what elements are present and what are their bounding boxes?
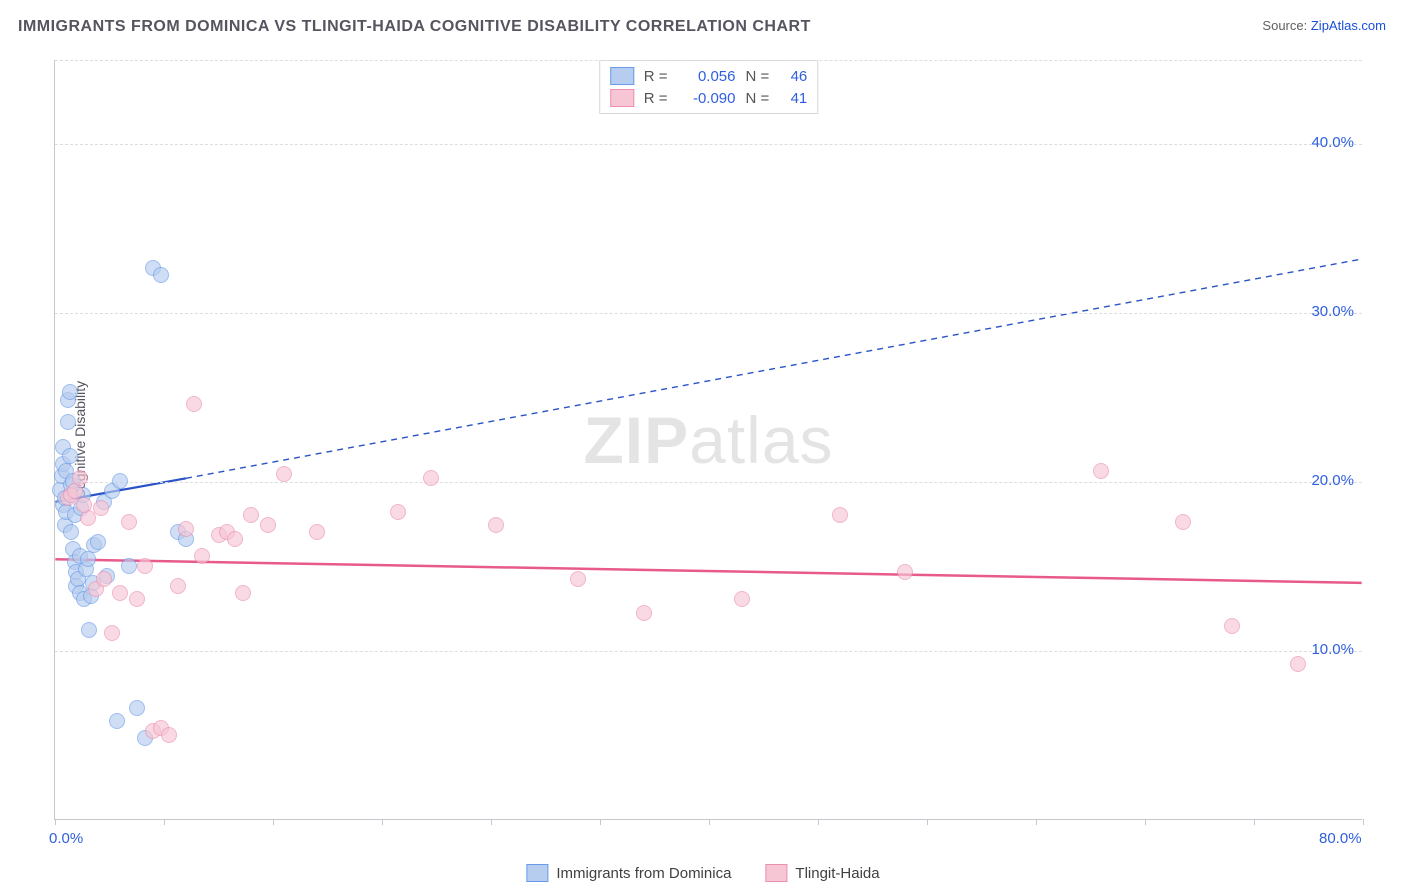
scatter-plot: Cognitive Disability ZIPatlas R =0.056N … — [54, 60, 1362, 820]
scatter-point — [235, 585, 251, 601]
legend-r-value: -0.090 — [678, 90, 736, 107]
x-tick — [1145, 819, 1146, 825]
y-axis-label: 10.0% — [1311, 641, 1354, 658]
x-tick — [709, 819, 710, 825]
x-tick — [1254, 819, 1255, 825]
scatter-point — [194, 548, 210, 564]
x-tick — [273, 819, 274, 825]
scatter-point — [137, 558, 153, 574]
x-tick — [491, 819, 492, 825]
chart-header: IMMIGRANTS FROM DOMINICA VS TLINGIT-HAID… — [18, 18, 1386, 36]
gridline-h — [55, 313, 1362, 314]
x-tick — [382, 819, 383, 825]
scatter-point — [1093, 463, 1109, 479]
x-tick — [164, 819, 165, 825]
legend-correlation-row: R = -0.090 N = 41 — [610, 87, 808, 109]
x-axis-label: 80.0% — [1319, 830, 1362, 847]
scatter-point — [636, 605, 652, 621]
scatter-point — [186, 396, 202, 412]
source-link[interactable]: ZipAtlas.com — [1311, 18, 1386, 33]
gridline-h — [55, 482, 1362, 483]
scatter-point — [260, 517, 276, 533]
scatter-point — [276, 466, 292, 482]
scatter-point — [62, 384, 78, 400]
scatter-point — [178, 521, 194, 537]
y-axis-label: 20.0% — [1311, 472, 1354, 489]
legend-n-value: 46 — [779, 68, 807, 85]
legend-r-label: R = — [644, 68, 668, 85]
x-axis-label: 0.0% — [49, 830, 83, 847]
scatter-point — [109, 713, 125, 729]
legend-n-label: N = — [746, 90, 770, 107]
scatter-point — [90, 534, 106, 550]
scatter-point — [72, 470, 88, 486]
scatter-point — [570, 571, 586, 587]
legend-series: Immigrants from Dominica Tlingit-Haida — [526, 864, 879, 882]
scatter-point — [76, 497, 92, 513]
legend-series-item: Tlingit-Haida — [765, 864, 879, 882]
gridline-h — [55, 60, 1362, 61]
scatter-point — [488, 517, 504, 533]
scatter-point — [161, 727, 177, 743]
watermark: ZIPatlas — [583, 402, 833, 478]
x-tick — [55, 819, 56, 825]
source-label: Source: — [1262, 18, 1307, 33]
gridline-h — [55, 144, 1362, 145]
x-tick — [927, 819, 928, 825]
scatter-point — [93, 500, 109, 516]
legend-swatch — [765, 864, 787, 882]
scatter-point — [1290, 656, 1306, 672]
scatter-point — [423, 470, 439, 486]
scatter-point — [832, 507, 848, 523]
scatter-point — [1175, 514, 1191, 530]
legend-series-item: Immigrants from Dominica — [526, 864, 731, 882]
legend-correlation-row: R = 0.056 N = 46 — [610, 65, 808, 87]
legend-series-label: Tlingit-Haida — [795, 865, 879, 882]
scatter-point — [104, 625, 120, 641]
scatter-point — [112, 473, 128, 489]
scatter-point — [390, 504, 406, 520]
scatter-point — [734, 591, 750, 607]
scatter-point — [112, 585, 128, 601]
scatter-point — [153, 267, 169, 283]
scatter-point — [227, 531, 243, 547]
legend-n-label: N = — [746, 68, 770, 85]
legend-swatch — [610, 67, 634, 85]
scatter-point — [309, 524, 325, 540]
scatter-point — [129, 591, 145, 607]
x-tick — [600, 819, 601, 825]
scatter-point — [121, 558, 137, 574]
scatter-point — [1224, 618, 1240, 634]
scatter-point — [63, 524, 79, 540]
scatter-point — [81, 622, 97, 638]
scatter-point — [243, 507, 259, 523]
chart-title: IMMIGRANTS FROM DOMINICA VS TLINGIT-HAID… — [18, 18, 811, 36]
y-axis-label: 40.0% — [1311, 134, 1354, 151]
scatter-point — [121, 514, 137, 530]
legend-r-label: R = — [644, 90, 668, 107]
scatter-point — [129, 700, 145, 716]
x-tick — [818, 819, 819, 825]
legend-series-label: Immigrants from Dominica — [556, 865, 731, 882]
legend-swatch — [610, 89, 634, 107]
gridline-h — [55, 651, 1362, 652]
chart-source: Source: ZipAtlas.com — [1262, 18, 1386, 33]
legend-correlation: R = 0.056 N = 46 R = -0.090 N = 41 — [599, 60, 819, 114]
scatter-point — [60, 414, 76, 430]
scatter-point — [897, 564, 913, 580]
scatter-point — [170, 578, 186, 594]
scatter-point — [96, 571, 112, 587]
scatter-point — [62, 448, 78, 464]
x-tick — [1363, 819, 1364, 825]
legend-r-value: 0.056 — [678, 68, 736, 85]
legend-swatch — [526, 864, 548, 882]
trend-lines — [55, 60, 1362, 819]
legend-n-value: 41 — [779, 90, 807, 107]
x-tick — [1036, 819, 1037, 825]
y-axis-label: 30.0% — [1311, 303, 1354, 320]
